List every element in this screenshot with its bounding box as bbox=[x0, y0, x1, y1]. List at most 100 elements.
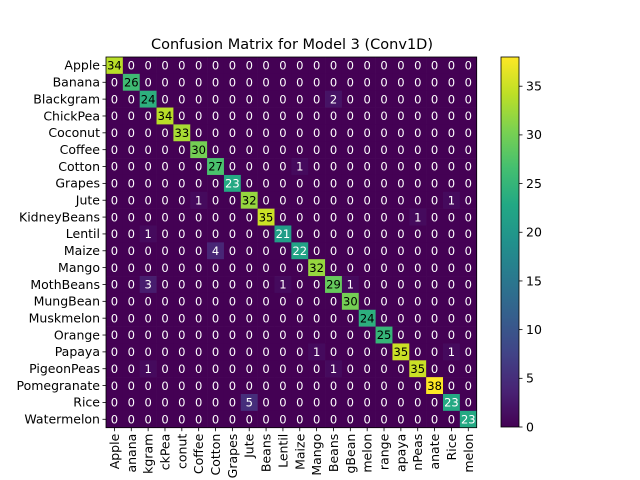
cell-value-label: 0 bbox=[246, 261, 253, 275]
cell-value-label: 0 bbox=[347, 227, 354, 241]
cell-value-label: 0 bbox=[397, 193, 404, 207]
cell-value-label: 0 bbox=[279, 396, 286, 410]
heatmap-cell bbox=[308, 377, 326, 395]
cell-value-label: 0 bbox=[465, 278, 472, 292]
heatmap-cell bbox=[392, 377, 410, 395]
cell-value-label: 0 bbox=[229, 75, 236, 89]
heatmap-cell bbox=[443, 124, 461, 142]
heatmap-cell bbox=[257, 326, 275, 344]
heatmap-cell bbox=[223, 343, 242, 361]
heatmap-cell bbox=[106, 309, 124, 327]
cell-value-label: 0 bbox=[161, 126, 168, 140]
heatmap-cell bbox=[223, 107, 242, 125]
heatmap-cell bbox=[122, 410, 140, 428]
cell-value-label: 0 bbox=[229, 244, 236, 258]
cell-value-label: 0 bbox=[296, 59, 303, 73]
heatmap-cell bbox=[274, 124, 292, 142]
cell-value-label: 0 bbox=[397, 59, 404, 73]
heatmap-cell bbox=[308, 360, 326, 378]
cell-value-label: 35 bbox=[259, 210, 274, 224]
cell-value-label: 0 bbox=[414, 311, 421, 325]
cell-value-label: 0 bbox=[431, 278, 438, 292]
heatmap-cell bbox=[325, 191, 343, 209]
heatmap-cell bbox=[358, 377, 376, 395]
heatmap-cell bbox=[426, 326, 444, 344]
heatmap-cell bbox=[325, 377, 343, 395]
cell-value-label: 1 bbox=[144, 227, 151, 241]
cell-value-label: 0 bbox=[195, 92, 202, 106]
heatmap-cell bbox=[459, 124, 477, 142]
cell-value-label: 0 bbox=[364, 278, 371, 292]
cell-value-label: 3 bbox=[144, 278, 151, 292]
heatmap-cell bbox=[291, 141, 309, 159]
cell-value-label: 0 bbox=[397, 328, 404, 342]
heatmap-cell bbox=[240, 259, 258, 277]
cell-value-label: 0 bbox=[347, 59, 354, 73]
cell-value-label: 0 bbox=[397, 109, 404, 123]
heatmap-cell bbox=[257, 90, 275, 108]
cell-value-label: 0 bbox=[296, 345, 303, 359]
cell-value-label: 0 bbox=[448, 126, 455, 140]
cell-value-label: 32 bbox=[242, 193, 257, 207]
cell-value-label: 0 bbox=[144, 210, 151, 224]
heatmap-cell bbox=[223, 309, 242, 327]
heatmap-cell bbox=[443, 326, 461, 344]
heatmap-cell bbox=[257, 73, 275, 91]
cell-value-label: 0 bbox=[414, 92, 421, 106]
heatmap-cell bbox=[207, 377, 225, 395]
cell-value-label: 0 bbox=[279, 328, 286, 342]
cell-value-label: 0 bbox=[144, 143, 151, 157]
cell-value-label: 0 bbox=[195, 328, 202, 342]
cell-value-label: 0 bbox=[212, 92, 219, 106]
heatmap-cell bbox=[392, 141, 410, 159]
cell-value-label: 0 bbox=[161, 193, 168, 207]
heatmap-cell bbox=[106, 292, 124, 311]
cell-value-label: 0 bbox=[262, 92, 269, 106]
cell-value-label: 0 bbox=[296, 92, 303, 106]
cell-value-label: 0 bbox=[279, 345, 286, 359]
cell-value-label: 0 bbox=[195, 59, 202, 73]
cell-value-label: 0 bbox=[111, 126, 118, 140]
cell-value-label: 0 bbox=[111, 75, 118, 89]
heatmap-cell bbox=[291, 174, 309, 193]
heatmap-cell bbox=[139, 174, 157, 193]
heatmap-cell bbox=[190, 57, 208, 75]
cell-value-label: 0 bbox=[262, 311, 269, 325]
heatmap-cell bbox=[190, 242, 208, 260]
heatmap-cell bbox=[308, 225, 326, 243]
cell-value-label: 0 bbox=[380, 59, 387, 73]
heatmap-cell bbox=[257, 208, 275, 226]
heatmap-cell bbox=[308, 191, 326, 209]
cell-value-label: 0 bbox=[296, 328, 303, 342]
cell-value-label: 0 bbox=[212, 396, 219, 410]
column-label: gBean bbox=[343, 434, 358, 474]
cell-value-label: 0 bbox=[397, 379, 404, 393]
heatmap-cell bbox=[257, 191, 275, 209]
heatmap-cell bbox=[190, 225, 208, 243]
cell-value-label: 0 bbox=[431, 227, 438, 241]
heatmap-cell bbox=[122, 326, 140, 344]
row-label: Papaya bbox=[55, 344, 100, 359]
cell-value-label: 0 bbox=[246, 227, 253, 241]
cell-value-label: 1 bbox=[330, 362, 337, 376]
heatmap-cell bbox=[291, 343, 309, 361]
heatmap-cell bbox=[223, 57, 242, 75]
cell-value-label: 0 bbox=[330, 227, 337, 241]
cell-value-label: 0 bbox=[397, 295, 404, 309]
cell-value-label: 0 bbox=[364, 328, 371, 342]
cell-value-label: 0 bbox=[111, 278, 118, 292]
cell-value-label: 0 bbox=[229, 109, 236, 123]
heatmap-cell bbox=[274, 73, 292, 91]
heatmap-cell bbox=[223, 73, 242, 91]
heatmap-cell bbox=[426, 107, 444, 125]
cell-value-label: 0 bbox=[144, 311, 151, 325]
cell-value-label: 0 bbox=[229, 396, 236, 410]
cell-value-label: 0 bbox=[178, 379, 185, 393]
heatmap-cell bbox=[358, 410, 376, 428]
cell-value-label: 0 bbox=[262, 396, 269, 410]
heatmap-cell bbox=[173, 191, 191, 209]
cell-value-label: 0 bbox=[448, 177, 455, 191]
cell-value-label: 0 bbox=[313, 92, 320, 106]
heatmap-cell bbox=[106, 57, 124, 75]
cell-value-label: 0 bbox=[296, 193, 303, 207]
